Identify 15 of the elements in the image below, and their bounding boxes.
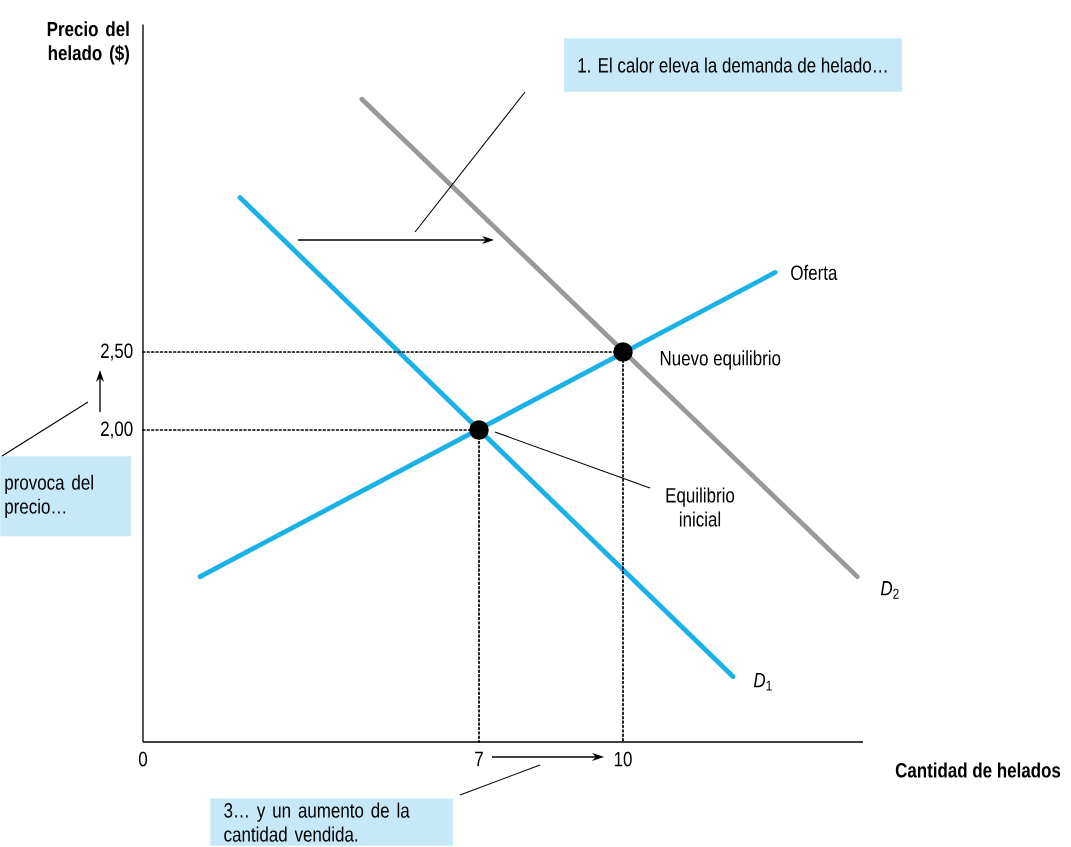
y-axis-title: Precio del helado ($) bbox=[47, 21, 129, 65]
text: provoca del precio… bbox=[5, 474, 93, 518]
x-tick-label: 7 bbox=[475, 751, 483, 767]
x-tick-label: 10 bbox=[614, 751, 632, 767]
series-label: D$_{2}$ bbox=[880, 581, 899, 599]
series-label: Oferta bbox=[791, 264, 838, 281]
x-axis-title: Cantidad de helados bbox=[895, 762, 1061, 778]
series-label: D$_{1}$ bbox=[753, 673, 772, 691]
text: 3… y un aumento de la cantidad vendida. bbox=[224, 802, 410, 842]
x-tick-label: 0 bbox=[138, 751, 148, 767]
annotation: Equilibrio inicial bbox=[666, 487, 735, 527]
annotation: 1. El calor eleva la demanda de helado… bbox=[578, 57, 887, 73]
y-tick-label: 2,50 bbox=[101, 343, 133, 361]
y-tick-label: 2,00 bbox=[101, 421, 133, 439]
annotation: Nuevo equilibrio bbox=[660, 350, 781, 370]
